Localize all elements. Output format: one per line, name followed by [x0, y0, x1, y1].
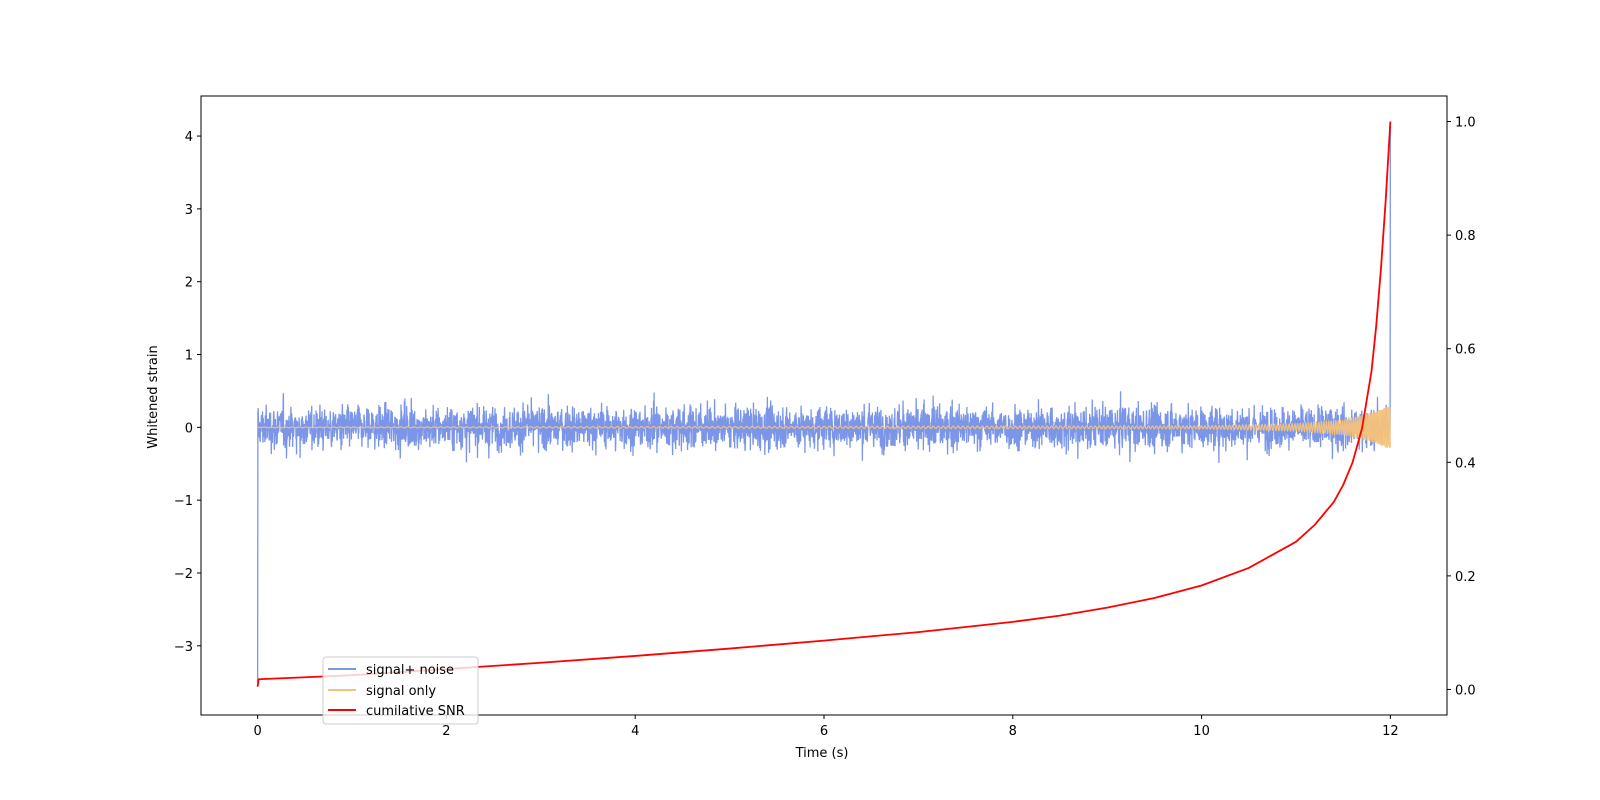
x-tick-label: 6: [820, 724, 828, 739]
legend-label-cumulative-snr: cumilative SNR: [366, 704, 465, 719]
series-cumulative-snr-line: [256, 121, 1392, 687]
legend-frame: [322, 656, 479, 725]
y-right-tick-label: 0.2: [1455, 570, 1476, 585]
x-tick-label: 8: [1009, 724, 1017, 739]
x-tick-label: 4: [631, 724, 639, 739]
legend-label-signal-only: signal only: [366, 684, 436, 699]
y-tick-label: −3: [174, 640, 193, 655]
y-tick-label: 1: [185, 349, 193, 364]
y-axis-label: Whitened strain: [146, 345, 161, 448]
y-tick-label: −2: [174, 567, 193, 582]
y-tick-label: 4: [185, 130, 193, 145]
legend: signal+ noise signal only cumilative SNR: [322, 656, 479, 725]
series-signal-only-line: [257, 406, 1391, 449]
y-right-tick-label: 0.6: [1455, 343, 1476, 358]
x-axis-label: Time (s): [795, 746, 849, 761]
plot-area: [256, 121, 1392, 687]
x-tick-label: 12: [1382, 724, 1399, 739]
x-tick-label: 10: [1193, 724, 1210, 739]
x-tick-label: 0: [253, 724, 261, 739]
y-tick-label: 2: [185, 276, 193, 291]
y-tick-label: 0: [185, 421, 193, 436]
series-signal-noise-line: [256, 121, 1392, 683]
y-tick-label: −1: [174, 494, 193, 509]
y-right-tick-label: 0.4: [1455, 456, 1476, 471]
y-right-tick-label: 0.8: [1455, 229, 1476, 244]
y-tick-label: 3: [185, 203, 193, 218]
x-tick-label: 2: [442, 724, 450, 739]
legend-label-signal-noise: signal+ noise: [366, 663, 454, 678]
plot-series-group: [256, 121, 1392, 687]
y-right-tick-label: 0.0: [1455, 683, 1476, 698]
y-right-tick-label: 1.0: [1455, 116, 1476, 131]
